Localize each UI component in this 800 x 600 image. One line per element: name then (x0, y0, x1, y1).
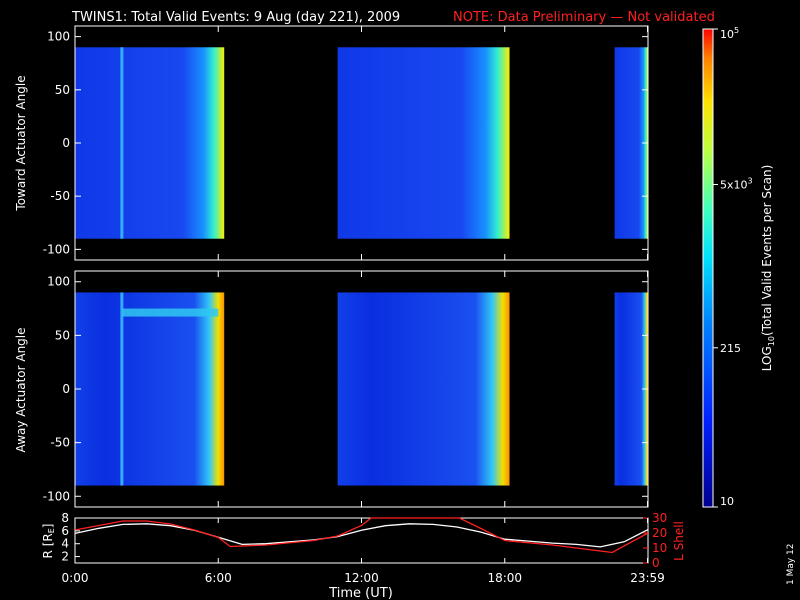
toward-stripe (120, 47, 124, 239)
r-ytick-label: 4 (61, 537, 69, 551)
chart-title: TWINS1: Total Valid Events: 9 Aug (day 2… (71, 10, 400, 25)
toward-ytick-label: -100 (43, 242, 70, 256)
away-stripe (120, 292, 124, 486)
toward-panel: 100 50 0 -50 -100 Toward Actuator Angle (14, 25, 649, 261)
toward-data-block (75, 47, 225, 239)
xtick-label: 6:00 (205, 571, 232, 585)
away-ylabel: Away Actuator Angle (14, 327, 28, 452)
lshell-series-line (74, 517, 649, 554)
toward-ytick-label: 50 (55, 83, 70, 97)
colorbar-tick-label: 215 (720, 342, 741, 355)
lshell-ytick-label: 0 (652, 556, 660, 570)
xtick-label: 0:00 (62, 571, 89, 585)
toward-ytick-label: 0 (62, 136, 70, 150)
lshell-ylabel: L Shell (672, 521, 686, 561)
colorbar-scale (702, 28, 714, 508)
away-ytick-label: 0 (62, 382, 70, 396)
r-ytick-label: 2 (61, 550, 69, 564)
r-ytick-label: 6 (61, 524, 69, 538)
r-ytick-label: 8 (61, 511, 69, 525)
xtick-label: 23:59 (630, 571, 665, 585)
away-ytick-label: 100 (47, 275, 70, 289)
preliminary-note: NOTE: Data Preliminary — Not validated (453, 10, 715, 25)
r-series-line (74, 523, 649, 548)
xtick-label: 18:00 (487, 571, 522, 585)
toward-ytick-label: -50 (50, 189, 70, 203)
colorbar-label: LOG10(Total Valid Events per Scan) (760, 165, 776, 372)
r-ylabel: R [RE] (41, 524, 56, 559)
away-band (122, 308, 219, 317)
away-data-block (75, 292, 225, 486)
toward-ylabel: Toward Actuator Angle (14, 75, 28, 211)
lshell-ytick-label: 10 (652, 541, 667, 555)
away-panel: 100 50 0 -50 -100 Away Actuator Angle (14, 270, 649, 508)
colorbar: 10 215 5x103 105 LOG10(Total Valid Events p… (702, 26, 776, 508)
away-data-block (337, 292, 510, 486)
away-ytick-label: -50 (50, 436, 70, 450)
toward-ytick-label: 100 (47, 30, 70, 44)
colorbar-tick-label: 10 (720, 495, 734, 508)
away-ytick-label: 50 (55, 328, 70, 342)
colorbar-tick-label: 105 (720, 26, 739, 41)
lshell-ytick-label: 20 (652, 526, 667, 540)
orbit-xlabel: Time (UT) (328, 586, 393, 600)
footer-date: 1 May 12 (786, 543, 796, 585)
colorbar-tick-label: 5x103 (720, 176, 753, 191)
away-ytick-label: -100 (43, 489, 70, 503)
lshell-ytick-label: 30 (652, 511, 667, 525)
toward-data-block (337, 47, 510, 239)
xtick-label: 12:00 (344, 571, 379, 585)
